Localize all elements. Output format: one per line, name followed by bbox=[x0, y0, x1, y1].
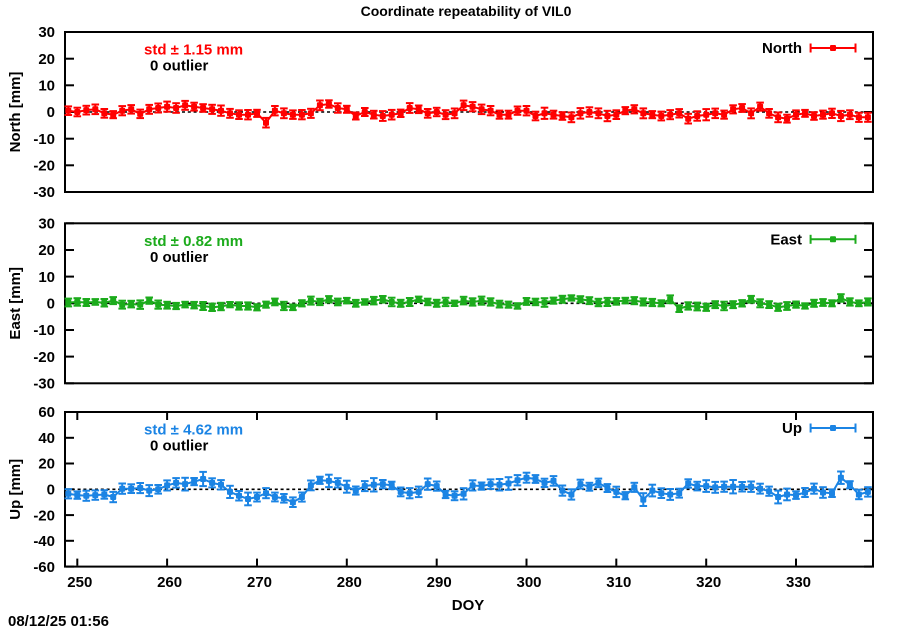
svg-text:10: 10 bbox=[38, 78, 55, 95]
svg-text:0 outlier: 0 outlier bbox=[150, 58, 209, 75]
svg-text:0: 0 bbox=[47, 482, 55, 499]
svg-text:-20: -20 bbox=[33, 349, 55, 366]
svg-text:Up: Up bbox=[782, 420, 802, 437]
svg-text:-60: -60 bbox=[33, 559, 55, 576]
svg-text:330: 330 bbox=[786, 574, 811, 591]
svg-text:20: 20 bbox=[38, 456, 55, 473]
svg-text:std ± 1.15 mm: std ± 1.15 mm bbox=[144, 42, 243, 59]
svg-text:Coordinate repeatability of VI: Coordinate repeatability of VIL0 bbox=[361, 3, 572, 19]
svg-text:280: 280 bbox=[337, 574, 362, 591]
svg-text:0 outlier: 0 outlier bbox=[150, 438, 209, 455]
svg-text:DOY: DOY bbox=[452, 597, 485, 614]
svg-text:0: 0 bbox=[47, 296, 55, 313]
svg-text:-30: -30 bbox=[33, 376, 55, 393]
svg-text:300: 300 bbox=[516, 574, 541, 591]
svg-text:0 outlier: 0 outlier bbox=[150, 249, 209, 266]
svg-text:North: North bbox=[762, 40, 802, 57]
svg-text:East [mm]: East [mm] bbox=[7, 267, 24, 340]
svg-text:20: 20 bbox=[38, 242, 55, 259]
svg-text:30: 30 bbox=[38, 24, 55, 41]
svg-text:-10: -10 bbox=[33, 322, 55, 339]
svg-text:290: 290 bbox=[427, 574, 452, 591]
svg-text:260: 260 bbox=[157, 574, 182, 591]
svg-text:270: 270 bbox=[247, 574, 272, 591]
svg-text:30: 30 bbox=[38, 216, 55, 233]
svg-text:08/12/25 01:56: 08/12/25 01:56 bbox=[8, 613, 109, 630]
svg-text:-30: -30 bbox=[33, 184, 55, 201]
svg-text:40: 40 bbox=[38, 430, 55, 447]
svg-text:-20: -20 bbox=[33, 158, 55, 175]
svg-text:250: 250 bbox=[67, 574, 92, 591]
svg-text:-10: -10 bbox=[33, 131, 55, 148]
svg-text:North [mm]: North [mm] bbox=[7, 72, 24, 153]
svg-text:60: 60 bbox=[38, 404, 55, 421]
svg-text:std ± 4.62 mm: std ± 4.62 mm bbox=[144, 422, 243, 439]
svg-text:10: 10 bbox=[38, 269, 55, 286]
svg-text:20: 20 bbox=[38, 51, 55, 68]
svg-text:0: 0 bbox=[47, 104, 55, 121]
svg-text:320: 320 bbox=[696, 574, 721, 591]
svg-text:-20: -20 bbox=[33, 507, 55, 524]
svg-text:std ± 0.82 mm: std ± 0.82 mm bbox=[144, 233, 243, 250]
svg-text:Up [mm]: Up [mm] bbox=[7, 459, 24, 520]
svg-text:East: East bbox=[770, 232, 802, 249]
svg-text:-40: -40 bbox=[33, 533, 55, 550]
svg-text:310: 310 bbox=[606, 574, 631, 591]
